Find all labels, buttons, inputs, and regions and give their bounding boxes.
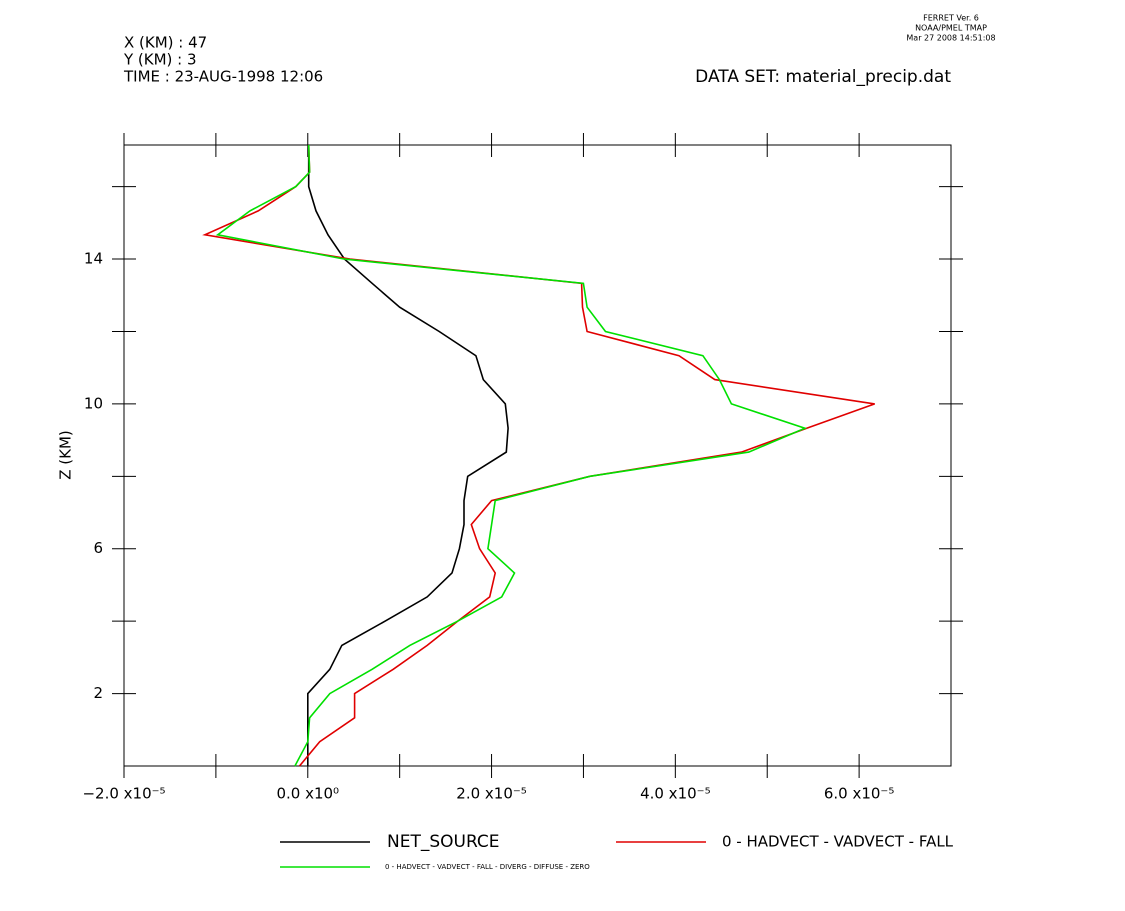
legend-label: NET_SOURCE (387, 832, 500, 852)
legend-label: 0 - HADVECT - VADVECT - FALL - DIVERG - … (385, 863, 590, 871)
stamp: NOAA/PMEL TMAP (915, 24, 987, 33)
header-time: TIME : 23-AUG-1998 12:06 (123, 68, 323, 86)
profile-line (215, 144, 808, 767)
stamp: FERRET Ver. 6 (923, 14, 979, 23)
y-tick-label: 10 (84, 394, 103, 412)
y-tick-label: 6 (93, 539, 103, 557)
y-tick-label: 14 (84, 250, 103, 268)
x-tick-label: 0.0 x10⁰ (276, 785, 339, 803)
header-dataset: DATA SET: material_precip.dat (695, 67, 951, 87)
legend-label: 0 - HADVECT - VADVECT - FALL (722, 833, 954, 851)
header-x: X (KM) : 47 (124, 34, 207, 52)
plot-frame (123, 144, 952, 767)
stamp: Mar 27 2008 14:51:08 (906, 34, 995, 43)
header-y: Y (KM) : 3 (123, 51, 197, 69)
y-tick-label: 2 (93, 684, 103, 702)
profile-line (306, 145, 509, 766)
x-tick-label: 6.0 x10⁻⁵ (824, 785, 895, 803)
x-tick-label: 2.0 x10⁻⁵ (456, 785, 527, 803)
y-axis-label: Z (KM) (57, 430, 75, 480)
profile-line (202, 144, 875, 767)
x-tick-label: 4.0 x10⁻⁵ (640, 785, 711, 803)
x-tick-label: −2.0 x10⁻⁵ (82, 785, 165, 803)
